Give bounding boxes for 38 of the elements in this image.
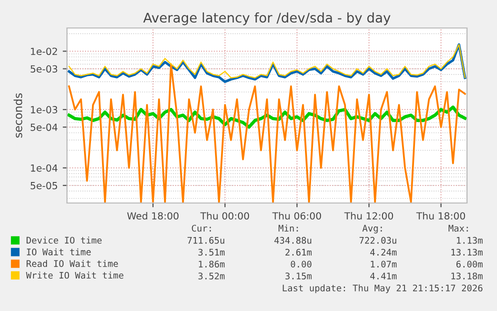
- text: 434.88u: [274, 236, 312, 244]
- y-tick-label: 5e-04: [30, 124, 58, 131]
- text: Avg:: [362, 224, 382, 234]
- text: 1.13m: [456, 236, 483, 244]
- text: Last update: Thu May 21 21:15:17 2026: [282, 284, 482, 294]
- y-tick-label: 5e-05: [30, 182, 58, 190]
- x-tick-label: Thu 12:00: [344, 212, 394, 220]
- chart-title: Average latency for /dev/sda - by day: [143, 12, 390, 26]
- text: 1.86m: [198, 260, 225, 268]
- x-tick-label: Wed 18:00: [127, 212, 179, 220]
- text: 4.24m: [370, 248, 397, 256]
- x-tick-label: Thu 00:00: [200, 212, 250, 220]
- text: 1.07m: [370, 260, 397, 268]
- y-tick-label: 1e-04: [30, 164, 58, 172]
- text: 13.13m: [451, 248, 483, 256]
- legend-label: Read IO Wait time: [26, 260, 118, 267]
- text: 4.41m: [370, 272, 397, 280]
- legend-label: Device IO time: [26, 236, 102, 244]
- y-tick-label: 5e-03: [30, 65, 58, 73]
- y-tick-label: 1e-02: [30, 48, 57, 56]
- legend-label: Write IO Wait time: [26, 272, 124, 279]
- x-tick-label: Thu 06:00: [272, 212, 322, 220]
- x-tick-label: Thu 18:00: [416, 212, 466, 220]
- text: 0.00: [290, 260, 312, 268]
- text: 13.18m: [451, 272, 483, 280]
- text: 3.15m: [285, 272, 312, 280]
- text: 2.61m: [285, 248, 312, 256]
- text: 3.52m: [198, 272, 225, 280]
- text: Cur:: [192, 224, 211, 232]
- text: 711.65u: [188, 236, 224, 244]
- text: 3.51m: [198, 248, 225, 256]
- y-axis-title: seconds: [14, 93, 22, 138]
- text: Max:: [448, 224, 468, 232]
- text: 6.00m: [456, 260, 483, 268]
- y-tick-label: 1e-03: [30, 106, 58, 114]
- text: 722.03u: [360, 236, 396, 244]
- text: Min:: [278, 224, 298, 232]
- legend-label: IO Wait time: [26, 248, 91, 256]
